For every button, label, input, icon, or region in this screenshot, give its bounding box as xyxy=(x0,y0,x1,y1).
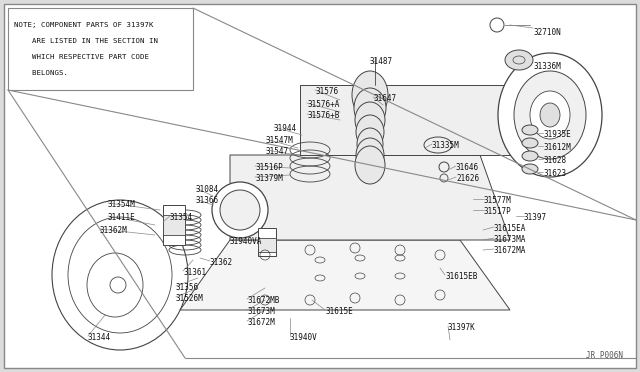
Bar xyxy=(8,8,193,90)
Text: 31672M: 31672M xyxy=(247,318,275,327)
Ellipse shape xyxy=(355,102,385,138)
Text: 31615EB: 31615EB xyxy=(445,272,477,281)
Text: 31944: 31944 xyxy=(274,124,297,133)
Bar xyxy=(163,205,185,245)
Text: 31361: 31361 xyxy=(183,268,206,277)
Text: WHICH RESPECTIVE PART CODE: WHICH RESPECTIVE PART CODE xyxy=(14,54,149,60)
Text: 31672MA: 31672MA xyxy=(494,246,526,255)
Polygon shape xyxy=(180,240,510,310)
Text: 31336M: 31336M xyxy=(534,62,562,71)
Text: 31084: 31084 xyxy=(196,185,219,194)
Text: 31379M: 31379M xyxy=(255,174,283,183)
Text: 31362: 31362 xyxy=(210,258,233,267)
Text: 31672MB: 31672MB xyxy=(247,296,280,305)
Ellipse shape xyxy=(540,103,560,127)
Text: 31612M: 31612M xyxy=(543,143,571,152)
Bar xyxy=(258,238,276,252)
Text: 31615E: 31615E xyxy=(325,307,353,316)
Ellipse shape xyxy=(355,146,385,184)
Circle shape xyxy=(212,182,268,238)
Text: 31354: 31354 xyxy=(170,213,193,222)
Ellipse shape xyxy=(52,200,188,350)
Ellipse shape xyxy=(356,138,384,172)
Text: 31646: 31646 xyxy=(456,163,479,172)
Text: 31516P: 31516P xyxy=(255,163,283,172)
Ellipse shape xyxy=(354,88,386,128)
Text: JR P006N: JR P006N xyxy=(586,351,623,360)
Ellipse shape xyxy=(505,50,533,70)
Text: 31673MA: 31673MA xyxy=(494,235,526,244)
Ellipse shape xyxy=(522,164,538,174)
Text: 31940VA: 31940VA xyxy=(230,237,262,246)
Text: 31335M: 31335M xyxy=(432,141,460,150)
Text: 31397: 31397 xyxy=(524,213,547,222)
Text: 31577M: 31577M xyxy=(484,196,512,205)
Text: 31673M: 31673M xyxy=(247,307,275,316)
Text: 31547: 31547 xyxy=(266,147,289,156)
Text: 31647: 31647 xyxy=(373,94,396,103)
Text: 31576+B: 31576+B xyxy=(307,111,339,120)
Text: 21626: 21626 xyxy=(456,174,479,183)
Text: 31547M: 31547M xyxy=(266,136,294,145)
Text: 31940V: 31940V xyxy=(290,333,317,342)
Text: 31354M: 31354M xyxy=(108,200,136,209)
Text: ARE LISTED IN THE SECTION IN: ARE LISTED IN THE SECTION IN xyxy=(14,38,158,44)
Text: 31366: 31366 xyxy=(196,196,219,205)
Text: 31526M: 31526M xyxy=(176,294,204,303)
Circle shape xyxy=(220,190,260,230)
Text: 31623: 31623 xyxy=(543,169,566,178)
Text: 31362M: 31362M xyxy=(100,226,128,235)
Text: 31356: 31356 xyxy=(176,283,199,292)
Ellipse shape xyxy=(530,91,570,139)
Text: 32710N: 32710N xyxy=(534,28,562,37)
Text: 31576+A: 31576+A xyxy=(307,100,339,109)
Polygon shape xyxy=(300,85,510,155)
Circle shape xyxy=(110,277,126,293)
Ellipse shape xyxy=(514,71,586,159)
Text: 31344: 31344 xyxy=(88,333,111,342)
Ellipse shape xyxy=(522,138,538,148)
Ellipse shape xyxy=(352,71,388,119)
Text: 31411E: 31411E xyxy=(108,213,136,222)
Text: BELONGS.: BELONGS. xyxy=(14,70,68,76)
Text: 31487: 31487 xyxy=(370,57,393,66)
Ellipse shape xyxy=(522,125,538,135)
Ellipse shape xyxy=(357,128,383,160)
Ellipse shape xyxy=(356,115,384,149)
Text: 31935E: 31935E xyxy=(543,130,571,139)
Text: 31576: 31576 xyxy=(315,87,338,96)
Ellipse shape xyxy=(68,217,172,333)
Bar xyxy=(258,228,276,256)
Bar xyxy=(163,215,185,235)
Ellipse shape xyxy=(498,53,602,177)
Text: 31397K: 31397K xyxy=(448,323,476,332)
Ellipse shape xyxy=(87,253,143,317)
Polygon shape xyxy=(230,155,510,240)
Text: NOTE; COMPONENT PARTS OF 31397K: NOTE; COMPONENT PARTS OF 31397K xyxy=(14,22,154,28)
Text: 31628: 31628 xyxy=(543,156,566,165)
Ellipse shape xyxy=(522,151,538,161)
Text: 31517P: 31517P xyxy=(484,207,512,216)
Text: 31615EA: 31615EA xyxy=(494,224,526,233)
